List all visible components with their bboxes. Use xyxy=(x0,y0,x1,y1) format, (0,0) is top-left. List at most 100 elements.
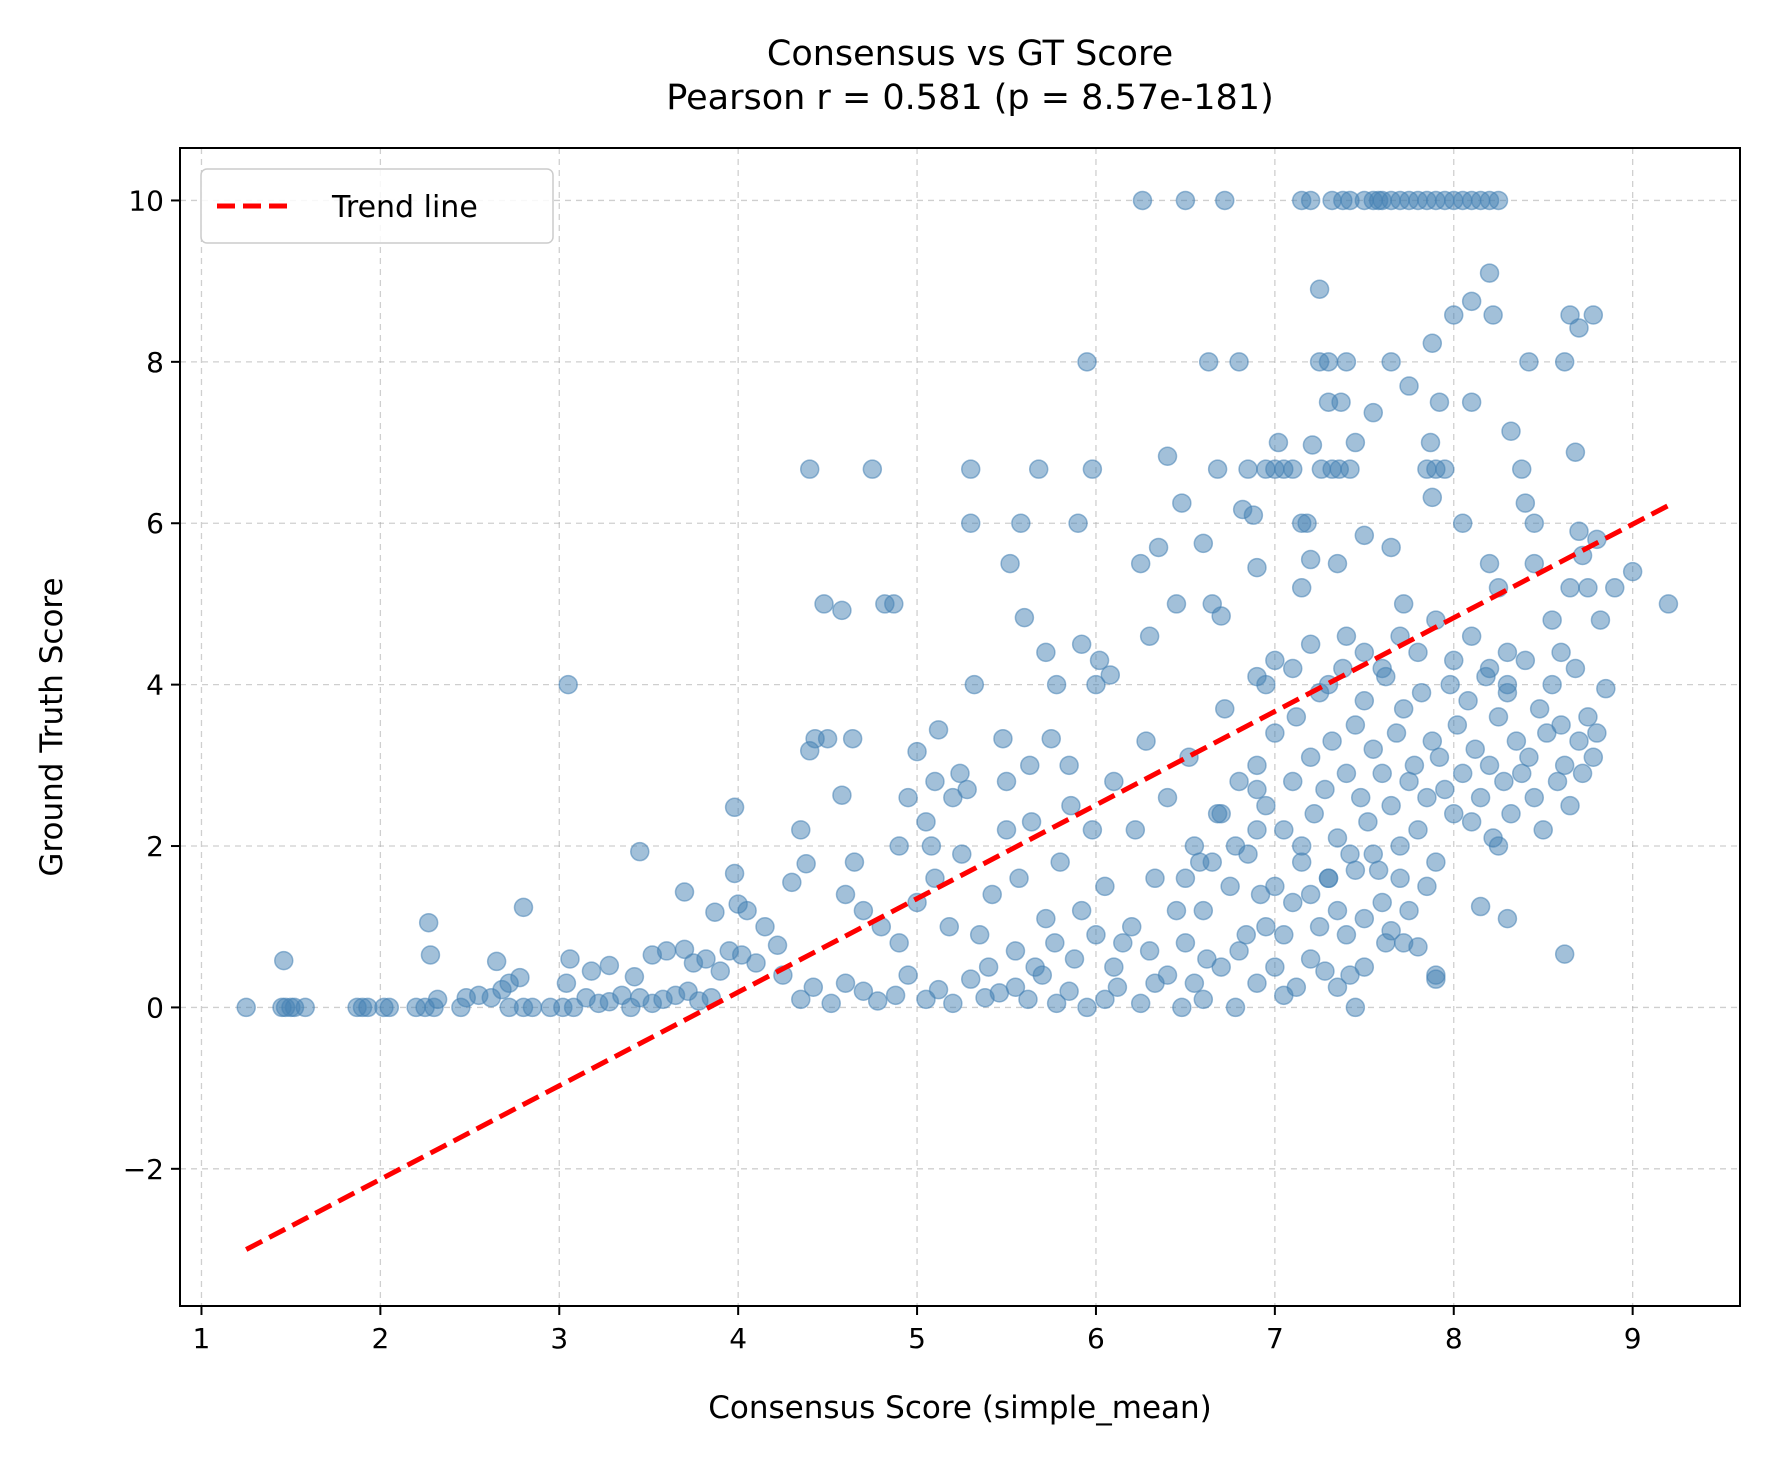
scatter-point xyxy=(1139,626,1160,646)
scatter-point xyxy=(1506,731,1527,751)
scatter-point xyxy=(1077,997,1097,1018)
scatter-point xyxy=(1345,997,1366,1018)
scatter-point xyxy=(1390,836,1410,856)
scatter-point xyxy=(1184,836,1205,856)
scatter-point xyxy=(1086,674,1106,695)
scatter-point xyxy=(1014,607,1035,628)
scatter-point xyxy=(1327,553,1348,574)
scatter-point xyxy=(898,787,918,808)
points-layer xyxy=(236,190,1679,1018)
scatter-point xyxy=(1247,557,1267,578)
scatter-point xyxy=(898,965,918,985)
scatter-point xyxy=(486,951,507,972)
scatter-point xyxy=(884,594,904,614)
scatter-point xyxy=(1393,933,1414,953)
x-tick-label: 1 xyxy=(193,1322,211,1355)
scatter-point xyxy=(1005,941,1026,961)
scatter-point xyxy=(1386,723,1407,743)
scatter-point xyxy=(1479,263,1500,283)
scatter-point xyxy=(624,967,645,987)
x-tick-label: 3 xyxy=(550,1322,568,1355)
scatter-point xyxy=(960,969,981,989)
scatter-point xyxy=(1021,812,1042,832)
scatter-point xyxy=(1132,190,1153,211)
scatter-point xyxy=(1225,997,1246,1018)
scatter-point xyxy=(1300,747,1321,768)
scatter-point xyxy=(1082,459,1103,479)
scatter-point xyxy=(993,728,1013,749)
scatter-point xyxy=(1121,916,1142,937)
scatter-point xyxy=(1268,432,1289,453)
scatter-point xyxy=(1315,779,1335,800)
scatter-point xyxy=(1215,190,1235,211)
scatter-point xyxy=(1247,973,1267,993)
scatter-point xyxy=(1658,594,1679,614)
scatter-point xyxy=(943,993,963,1014)
scatter-point xyxy=(1291,852,1312,872)
scatter-point xyxy=(1515,493,1536,513)
x-tick-label: 5 xyxy=(908,1322,926,1355)
scatter-point xyxy=(1393,594,1414,614)
scatter-point xyxy=(1247,755,1267,776)
scatter-point xyxy=(656,941,677,961)
scatter-point xyxy=(236,997,256,1018)
y-tick-label: −2 xyxy=(123,1153,164,1186)
scatter-point xyxy=(1064,949,1085,969)
scatter-point xyxy=(1583,305,1604,325)
scatter-point xyxy=(817,728,838,749)
y-tick-label: 2 xyxy=(146,830,164,863)
scatter-point xyxy=(1300,549,1321,570)
scatter-point xyxy=(1596,678,1616,699)
scatter-point xyxy=(1345,715,1366,735)
scatter-point xyxy=(1215,699,1235,719)
scatter-point xyxy=(885,985,906,1006)
scatter-point xyxy=(630,841,650,862)
legend-trend-label: Trend line xyxy=(331,190,478,225)
scatter-point xyxy=(1569,318,1589,338)
legend-box xyxy=(200,168,554,244)
scatter-point xyxy=(989,983,1010,1003)
scatter-point xyxy=(835,884,856,905)
scatter-point xyxy=(1426,852,1446,872)
scatter-point xyxy=(1071,900,1092,921)
scatter-point xyxy=(1009,868,1029,889)
scatter-point xyxy=(969,925,990,945)
scatter-point xyxy=(1444,650,1464,671)
scatter-point xyxy=(1291,578,1312,598)
scatter-point xyxy=(1059,755,1079,776)
scatter-point xyxy=(1300,190,1321,211)
scatter-point xyxy=(1605,578,1625,598)
scatter-point xyxy=(996,820,1017,840)
scatter-point xyxy=(1488,707,1509,727)
scatter-point xyxy=(522,997,543,1018)
scatter-point xyxy=(832,600,852,621)
trend-layer xyxy=(245,503,1670,1252)
scatter-point xyxy=(1390,868,1410,889)
scatter-point xyxy=(1095,989,1115,1010)
scatter-point xyxy=(928,720,949,740)
scatter-point xyxy=(1554,755,1575,776)
scatter-point xyxy=(1291,836,1312,856)
chart-subtitle: Pearson r = 0.581 (p = 8.57e-181) xyxy=(666,78,1273,118)
scatter-point xyxy=(1236,925,1256,945)
scatter-point xyxy=(1318,352,1339,372)
scatter-point xyxy=(1166,594,1187,614)
scatter-point xyxy=(982,884,1002,905)
scatter-point xyxy=(1519,747,1539,768)
scatter-point xyxy=(1172,493,1192,513)
scatter-point xyxy=(1340,844,1360,864)
scatter-point xyxy=(1350,787,1371,808)
scatter-point xyxy=(1283,459,1303,479)
x-tick-label: 8 xyxy=(1445,1322,1463,1355)
scatter-point xyxy=(1372,763,1392,784)
scatter-point xyxy=(957,779,977,800)
scatter-point xyxy=(1265,957,1285,977)
scatter-point xyxy=(1501,803,1521,824)
trend-line xyxy=(245,503,1670,1252)
scatter-point xyxy=(1107,977,1128,997)
x-tick-label: 6 xyxy=(1087,1322,1105,1355)
scatter-point xyxy=(939,916,960,937)
scatter-point xyxy=(1533,820,1553,840)
scatter-point xyxy=(1256,795,1276,816)
